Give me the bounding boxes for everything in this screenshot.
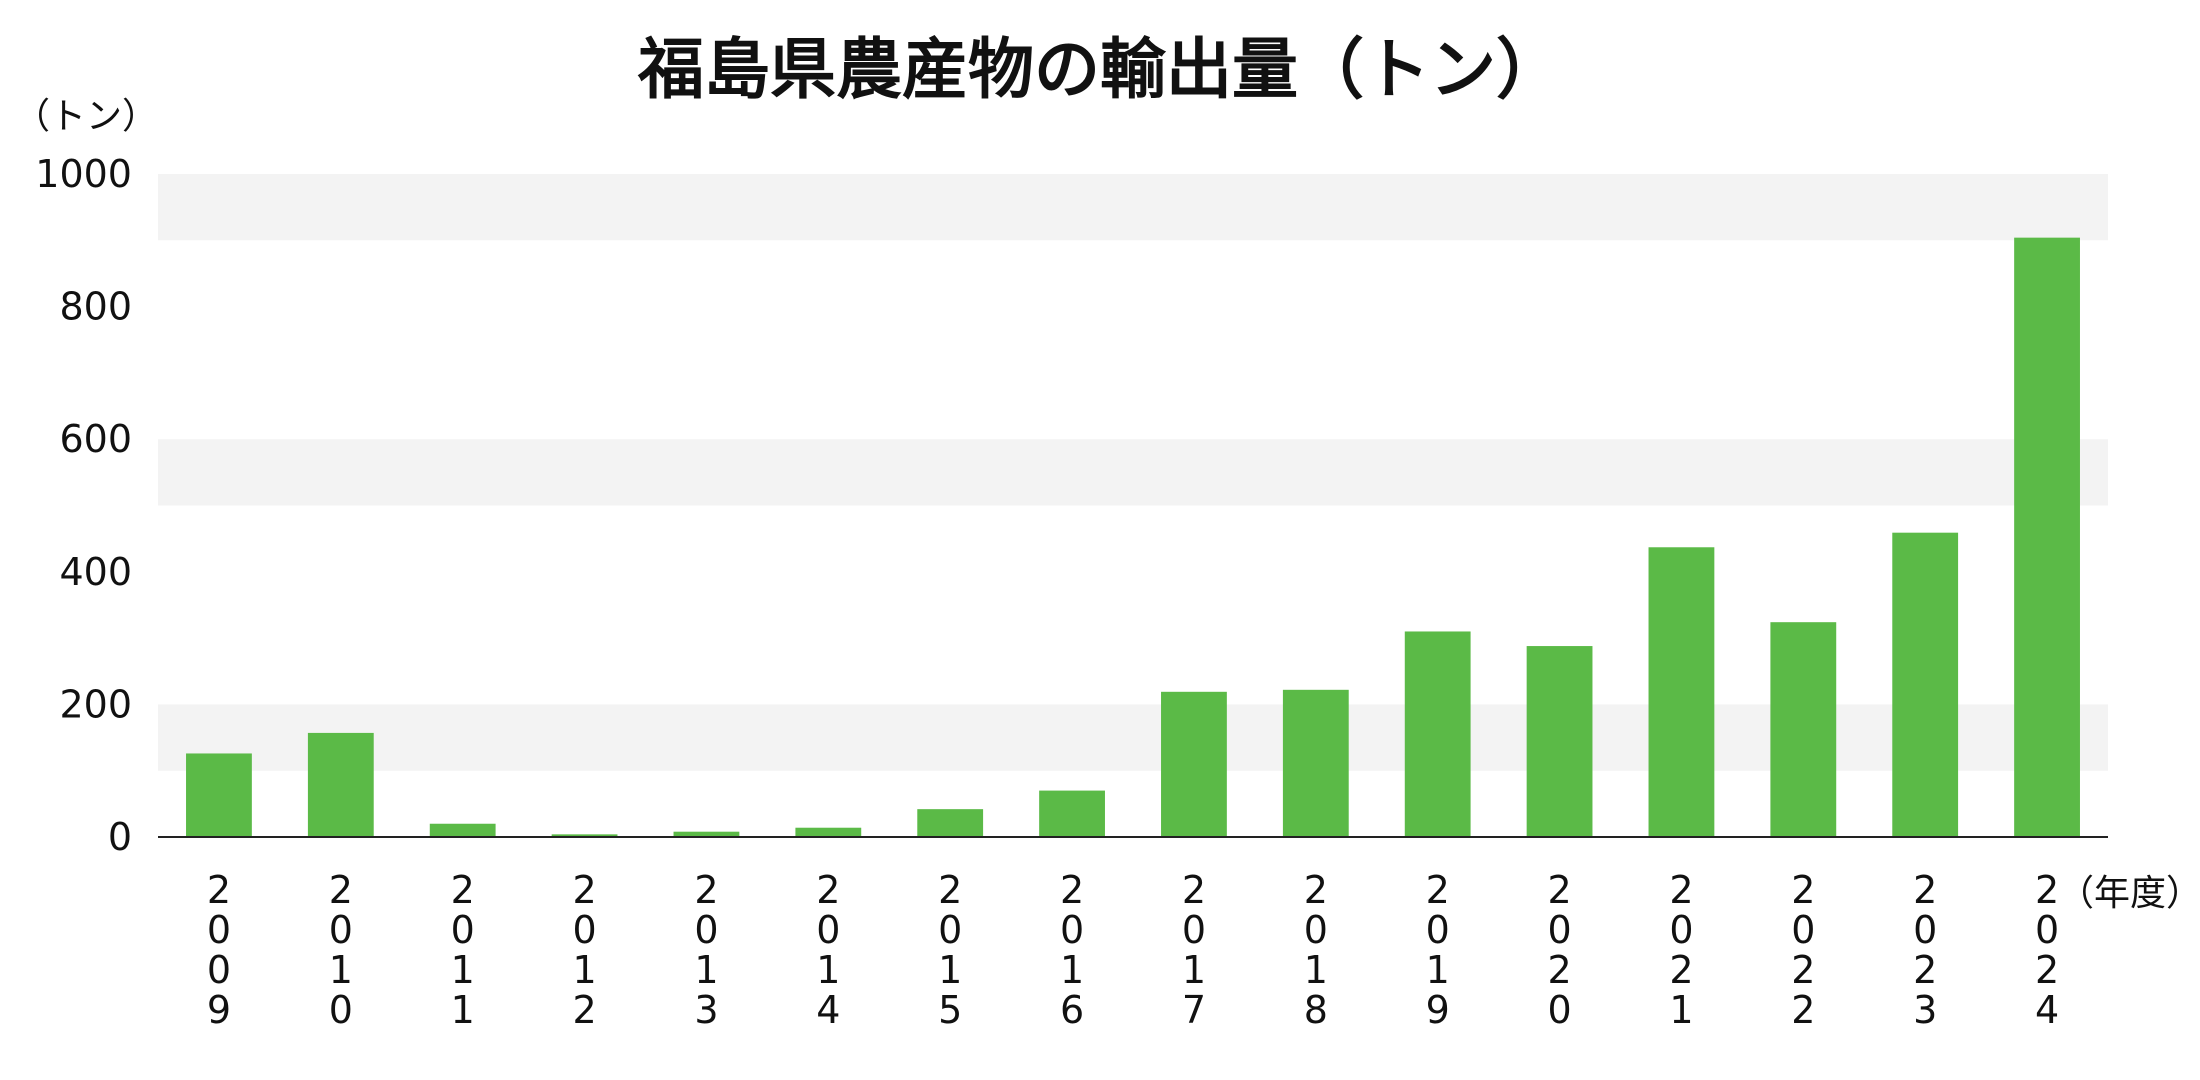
grid-band [158, 439, 2108, 506]
bars [186, 237, 2080, 837]
bar-2012 [551, 834, 618, 837]
chart-title: 福島県農産物の輸出量（トン） [638, 31, 1562, 108]
grid-band [158, 174, 2108, 241]
x-axis-unit-label: （年度） [2058, 873, 2200, 914]
y-tick-label: 0 [108, 815, 132, 859]
y-tick-label: 1000 [35, 152, 132, 196]
bar-2021 [1648, 547, 1715, 837]
y-tick-label: 800 [59, 285, 132, 329]
y-axis-unit-label: （トン） [14, 96, 158, 137]
bar-2019 [1404, 631, 1471, 837]
bar-2024 [2014, 237, 2080, 837]
bar-2015 [917, 809, 984, 837]
bar-2011 [429, 823, 496, 837]
y-tick-label: 400 [59, 550, 132, 594]
bar-2013 [673, 831, 740, 837]
bar-2018 [1282, 689, 1349, 837]
bar-2009 [186, 753, 252, 837]
bar-2023 [1892, 532, 1959, 837]
y-tick-label: 200 [59, 682, 132, 726]
bar-2022 [1770, 622, 1837, 837]
x-tick-labels: 2 0 0 9 2 0 1 0 2 0 1 1 2 0 1 2 2 0 1 3 2 0 1 4 2 0 1 5 2 0 1 6 2 0 1 7 2 0 1 8… [207, 868, 2059, 1032]
bar-2010 [307, 732, 374, 837]
y-tick-label: 600 [59, 417, 132, 461]
bar-2017 [1161, 691, 1227, 837]
bar-2014 [795, 827, 862, 837]
y-tick-labels: 0 200 400 600 800 1000 [35, 152, 132, 859]
bar-2016 [1039, 790, 1105, 837]
bar-2020 [1526, 646, 1593, 837]
